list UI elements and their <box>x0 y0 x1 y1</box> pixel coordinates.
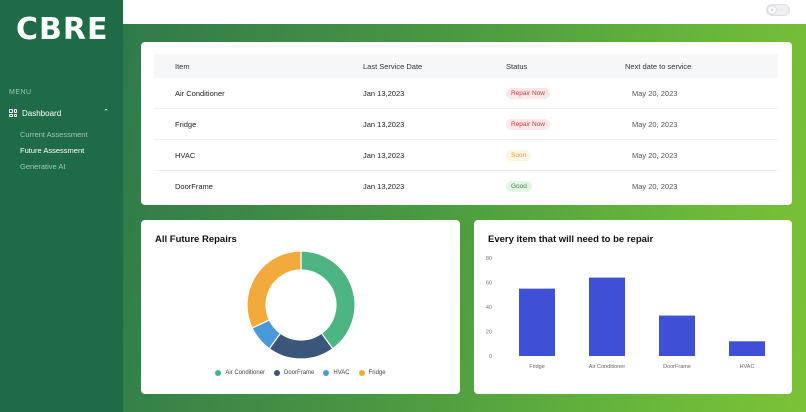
legend-label: Fridge <box>368 370 386 376</box>
donut-chart-title: All Future Repairs <box>155 234 237 245</box>
donut-slice-fridge[interactable] <box>246 250 302 329</box>
donut-slice-air-conditioner[interactable] <box>300 250 356 350</box>
donut-slice-doorframe[interactable] <box>268 332 334 360</box>
bar-doorframe[interactable] <box>659 315 695 356</box>
sidebar-item-generative-ai[interactable]: Generative AI <box>20 162 66 171</box>
table-row[interactable]: DoorFrame Jan 13,2023 Good May 20, 2023 <box>154 171 778 202</box>
sidebar-item-dashboard[interactable]: Dashboard ⌃ <box>9 106 109 120</box>
x-tick-label: Air Conditioner <box>589 364 626 370</box>
chevron-up-icon[interactable]: ⌃ <box>103 109 109 116</box>
column-header-last-service: Last Service Date <box>363 61 423 71</box>
status-badge: Repair Now <box>506 87 550 99</box>
bar-air-conditioner[interactable] <box>589 277 625 356</box>
future-repairs-card: All Future Repairs Air Conditioner DoorF… <box>141 220 460 394</box>
y-tick-label: 40 <box>486 305 492 311</box>
y-tick-label: 60 <box>486 281 492 287</box>
bar-fridge[interactable] <box>519 288 555 356</box>
cell-item: Air Conditioner <box>175 88 225 98</box>
table-header: Item Last Service Date Status Next date … <box>154 54 778 78</box>
x-tick-label: DoorFrame <box>663 364 691 370</box>
legend-swatch <box>274 370 281 376</box>
table-row[interactable]: HVAC Jan 13,2023 Soon May 20, 2023 <box>154 140 778 171</box>
status-badge: Good <box>506 181 532 192</box>
bar-chart-title: Every item that will need to be repair <box>488 234 654 245</box>
sidebar: CBRE MENU Dashboard ⌃ Current Assessment… <box>0 0 123 412</box>
legend-item[interactable]: DoorFrame <box>274 370 314 376</box>
cell-next-date: May 20, 2023 <box>632 88 678 98</box>
cell-item: HVAC <box>175 150 196 160</box>
column-header-status: Status <box>506 61 528 71</box>
sun-icon: ☼ <box>768 6 776 14</box>
legend-swatch <box>323 370 330 376</box>
cell-item: Fridge <box>175 119 197 129</box>
column-header-item: Item <box>175 61 190 71</box>
donut-legend: Air Conditioner DoorFrame HVAC Fridge <box>141 370 460 376</box>
cell-next-date: May 20, 2023 <box>632 119 678 129</box>
legend-label: HVAC <box>333 370 350 376</box>
sidebar-item-label: Dashboard <box>22 108 62 118</box>
top-bar: ☼ <box>123 0 806 24</box>
legend-swatch <box>358 370 365 376</box>
x-tick-label: Fridge <box>529 364 545 370</box>
theme-toggle[interactable]: ☼ <box>766 4 790 16</box>
legend-item[interactable]: Fridge <box>358 370 386 376</box>
cell-next-date: May 20, 2023 <box>632 150 678 160</box>
cell-last-service: Jan 13,2023 <box>363 182 405 191</box>
legend-item[interactable]: HVAC <box>323 370 350 376</box>
cell-last-service: Jan 13,2023 <box>363 150 405 160</box>
y-tick-label: 20 <box>486 330 492 336</box>
cell-last-service: Jan 13,2023 <box>363 88 405 98</box>
table-row[interactable]: Fridge Jan 13,2023 Repair Now May 20, 20… <box>154 109 778 140</box>
repair-items-card: Every item that will need to be repair 0… <box>474 220 792 394</box>
legend-swatch <box>215 370 222 376</box>
dashboard-grid-icon <box>9 109 17 117</box>
cell-last-service: Jan 13,2023 <box>363 119 405 129</box>
main-content: Item Last Service Date Status Next date … <box>123 24 806 412</box>
legend-label: Air Conditioner <box>225 370 266 376</box>
sidebar-item-current-assessment[interactable]: Current Assessment <box>20 130 88 139</box>
donut-chart <box>246 250 356 360</box>
cell-next-date: May 20, 2023 <box>632 182 678 191</box>
service-table-card: Item Last Service Date Status Next date … <box>141 42 792 205</box>
logo: CBRE <box>16 12 109 47</box>
x-tick-label: HVAC <box>740 364 755 370</box>
column-header-next-date: Next date to service <box>625 61 692 71</box>
y-tick-label: 80 <box>486 256 492 262</box>
sidebar-item-future-assessment[interactable]: Future Assessment <box>20 146 85 155</box>
status-badge: Repair Now <box>506 118 550 130</box>
cell-item: DoorFrame <box>175 182 213 191</box>
menu-label: MENU <box>9 89 32 96</box>
legend-label: DoorFrame <box>284 370 315 376</box>
legend-item[interactable]: Air Conditioner <box>215 370 265 376</box>
table-row[interactable]: Air Conditioner Jan 13,2023 Repair Now M… <box>154 78 778 109</box>
bar-hvac[interactable] <box>729 341 765 356</box>
y-tick-label: 0 <box>489 354 492 360</box>
bar-chart: 0 20 40 60 80 Fridge Air Conditioner DoorFrame H… <box>486 256 765 370</box>
status-badge: Soon <box>506 149 532 161</box>
